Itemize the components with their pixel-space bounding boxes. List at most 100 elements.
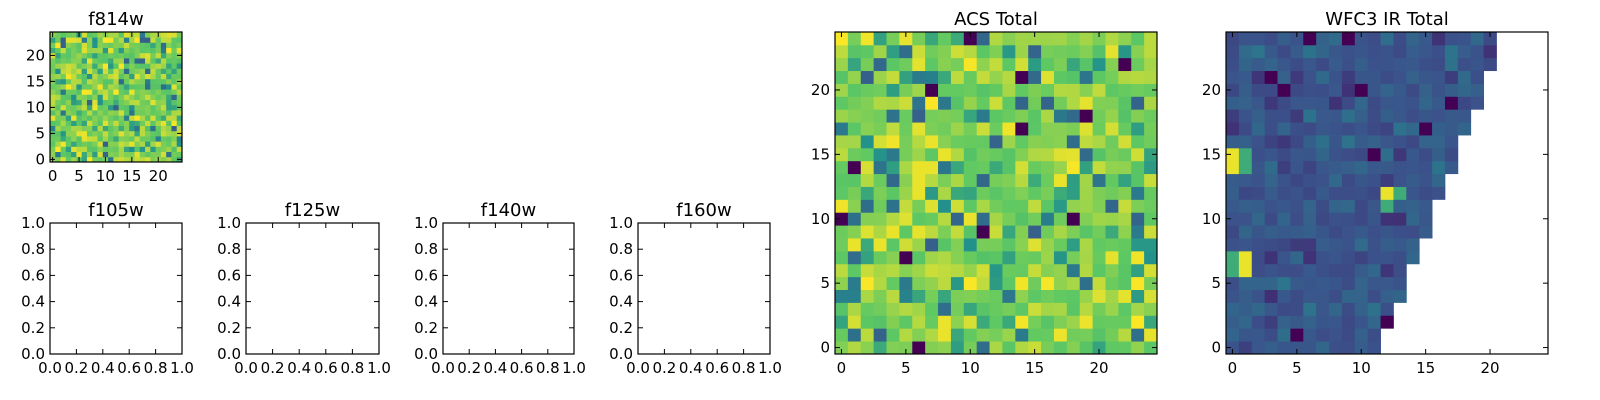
heatmap-cell <box>1251 109 1266 123</box>
heatmap-cell <box>1277 173 1291 187</box>
heatmap-cell <box>1264 250 1278 265</box>
panel-title: f125w <box>285 200 340 221</box>
heatmap-cell <box>1251 186 1266 200</box>
heatmap-cell <box>1264 341 1278 355</box>
heatmap-cell <box>1457 70 1472 84</box>
heatmap-cell <box>873 135 887 149</box>
x-tick-label: 0.4 <box>91 359 115 377</box>
heatmap-cell <box>963 160 978 175</box>
heatmap-cell <box>129 125 135 132</box>
heatmap-cell <box>1118 186 1132 200</box>
heatmap-cell <box>1144 83 1158 97</box>
heatmap-cell <box>1131 173 1145 187</box>
heatmap-cell <box>176 68 183 74</box>
heatmap-cell <box>102 130 109 137</box>
heatmap-cell <box>65 146 72 152</box>
heatmap-cell <box>1015 315 1029 329</box>
heatmap-cell <box>60 104 67 111</box>
x-tick-label: 0.0 <box>234 359 258 377</box>
heatmap-cell <box>1406 57 1420 72</box>
heatmap-cell <box>123 151 130 158</box>
heatmap-cell <box>1105 199 1119 213</box>
heatmap-cell <box>847 289 862 303</box>
heatmap-cell <box>1118 109 1132 123</box>
heatmap-cell <box>86 47 93 54</box>
heatmap-cell <box>1316 70 1330 84</box>
y-tick-label: 0.8 <box>21 240 45 258</box>
heatmap-cell <box>938 44 952 59</box>
x-tick-label: 5 <box>901 359 911 377</box>
heatmap-cell <box>1290 263 1304 278</box>
heatmap-cell <box>134 32 141 38</box>
heatmap-cell <box>97 151 104 158</box>
x-tick-label: 1.0 <box>170 359 194 377</box>
heatmap-cell <box>76 78 83 85</box>
heatmap-cell <box>1238 276 1253 290</box>
heatmap-cell <box>963 83 978 97</box>
heatmap-cell <box>950 70 965 84</box>
heatmap-cell <box>71 32 77 38</box>
heatmap-cell <box>123 47 130 54</box>
heatmap-cell <box>145 63 151 69</box>
heatmap-cell <box>1290 289 1304 303</box>
heatmap-cell <box>145 52 151 59</box>
heatmap-cell <box>171 63 178 69</box>
heatmap-cell <box>847 135 862 149</box>
heatmap-cell <box>1053 341 1068 355</box>
heatmap-cell <box>873 302 887 316</box>
heatmap-cell <box>176 89 183 95</box>
heatmap-cell <box>171 89 178 95</box>
heatmap-cell <box>1105 83 1119 97</box>
heatmap-cell <box>925 263 939 278</box>
heatmap-cell <box>176 141 183 147</box>
heatmap-cell <box>50 58 56 64</box>
heatmap-cell <box>899 238 913 252</box>
heatmap-cell <box>71 78 77 85</box>
heatmap-cell <box>1354 199 1369 213</box>
heatmap-cell <box>1015 238 1029 252</box>
heatmap-cell <box>1251 276 1266 290</box>
heatmap-cell <box>1226 341 1240 355</box>
heatmap-cell <box>1354 341 1369 355</box>
heatmap-cell <box>1041 250 1055 265</box>
heatmap-cell <box>1316 315 1330 329</box>
heatmap-cell <box>963 199 978 213</box>
heatmap-cell <box>1329 315 1343 329</box>
heatmap-cell <box>1238 250 1253 265</box>
heatmap-cell <box>1079 276 1093 290</box>
heatmap-cell <box>150 84 156 90</box>
heatmap-cell <box>1226 96 1240 110</box>
heatmap-cell <box>899 147 913 162</box>
heatmap-cell <box>86 110 93 116</box>
heatmap-cell <box>1393 32 1407 46</box>
heatmap-cell <box>1053 225 1068 239</box>
heatmap-cell <box>1341 289 1356 303</box>
heatmap-cell <box>1341 302 1356 316</box>
heatmap-cell <box>55 125 61 132</box>
heatmap-cell <box>97 156 104 163</box>
heatmap-cell <box>60 89 67 95</box>
heatmap-cell <box>1432 160 1446 175</box>
heatmap-cell <box>1251 250 1266 265</box>
heatmap-cell <box>950 44 965 59</box>
heatmap-cell <box>1419 109 1433 123</box>
heatmap-cell <box>1028 212 1042 226</box>
heatmap-cell <box>1131 315 1145 329</box>
heatmap-cell <box>1354 122 1369 136</box>
heatmap-cell <box>1419 44 1433 59</box>
heatmap-cell <box>1406 44 1420 59</box>
heatmap-cell <box>1251 302 1266 316</box>
heatmap-cell <box>976 263 990 278</box>
heatmap-cell <box>1066 328 1081 342</box>
heatmap-cell <box>123 58 130 64</box>
y-tick-label: 10 <box>26 98 45 116</box>
heatmap-cell <box>155 125 162 132</box>
heatmap-cell <box>1015 263 1029 278</box>
heatmap-cell <box>1341 238 1356 252</box>
heatmap-cell <box>925 341 939 355</box>
heatmap-cell <box>1092 147 1106 162</box>
heatmap-cell <box>160 58 167 64</box>
heatmap-cell <box>1002 109 1016 123</box>
heatmap-cell <box>1277 122 1291 136</box>
